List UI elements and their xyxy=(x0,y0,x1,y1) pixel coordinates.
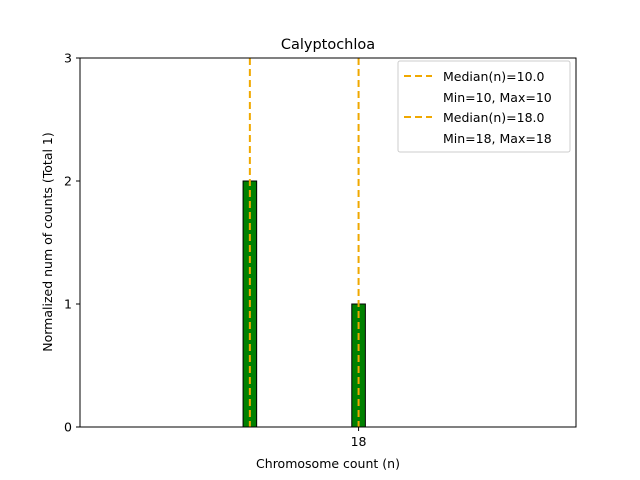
y-tick-label-1: 1 xyxy=(64,297,72,312)
x-tick-label-0: 18 xyxy=(351,434,367,449)
legend-detail-1: Min=18, Max=18 xyxy=(443,131,552,146)
legend-label-0: Median(n)=10.0 xyxy=(443,69,544,84)
plot-area xyxy=(80,58,366,428)
y-axis-label: Normalized num of counts (Total 1) xyxy=(40,132,55,352)
x-axis-label: Chromosome count (n) xyxy=(256,456,400,471)
legend: Median(n)=10.0 Min=10, Max=10 Median(n)=18… xyxy=(397,60,571,153)
chart-title: Calyptochloa xyxy=(281,37,375,53)
y-axis: 0 1 2 3 xyxy=(64,51,80,435)
y-tick-label-3: 3 xyxy=(64,51,72,66)
y-tick-label-0: 0 xyxy=(64,420,72,435)
legend-label-1: Median(n)=18.0 xyxy=(443,110,544,125)
legend-detail-0: Min=10, Max=10 xyxy=(443,90,552,105)
axes-frame xyxy=(79,57,577,428)
y-tick-label-2: 2 xyxy=(64,174,72,189)
x-axis: 18 xyxy=(351,427,367,449)
legend-box xyxy=(397,60,571,153)
